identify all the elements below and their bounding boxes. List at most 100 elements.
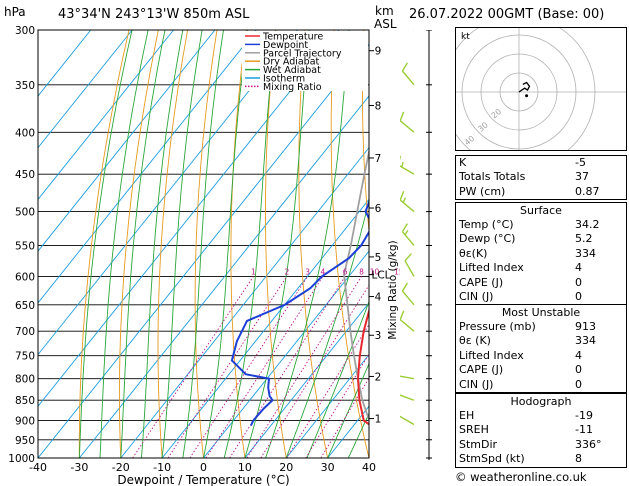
index-label: K [459, 156, 467, 169]
wet-adiabat-line [140, 30, 184, 458]
wet-adiabat-line [99, 30, 149, 458]
hodograph-stat-label: StmSpd (kt) [459, 452, 525, 466]
temperature-tick-label: 10 [238, 461, 252, 474]
height-tick-label: 8 [375, 101, 382, 113]
wind-barb [400, 190, 415, 213]
wet-adiabat-line [78, 30, 133, 458]
legend-background [242, 31, 368, 91]
mixing-ratio-label: 8 [359, 267, 364, 276]
height-tick-label: 9 [375, 46, 382, 58]
storm-motion-marker [525, 94, 529, 98]
index-value: 37 [575, 170, 589, 184]
surface-row: Dewp (°C) 5.2 [456, 232, 626, 246]
surface-row: CAPE (J) 0 [456, 276, 626, 290]
wet-adiabat-line [203, 30, 249, 458]
dry-adiabat-line [118, 30, 159, 458]
pressure-tick-label: 300 [15, 25, 35, 37]
most-unstable-row: Pressure (mb) 913 [456, 320, 626, 334]
hodograph-stat-value: 336° [575, 437, 602, 451]
index-row: K -5 [456, 156, 626, 170]
hodograph-panel: 20 30 40 kt [439, 15, 629, 169]
mixing-ratio-line [246, 276, 362, 458]
x-axis-title: Dewpoint / Temperature (°C) [117, 473, 289, 486]
isotherm-line [38, 43, 369, 458]
most-unstable-label: Lifted Index [459, 348, 524, 362]
wet-adiabat-line [244, 30, 310, 458]
hodograph-stat-row: StmSpd (kt) 8 [456, 452, 626, 466]
surface-row: Lifted Index 4 [456, 261, 626, 275]
hodograph-stat-row: SREH -11 [456, 423, 626, 437]
dry-adiabat-line [330, 30, 369, 458]
dewpoint-line [230, 199, 369, 427]
most-unstable-label: θε (K) [459, 334, 491, 348]
km-label: km [375, 4, 394, 18]
wet-adiabat-line [223, 30, 277, 458]
mixing-ratio-label: 15 [394, 267, 400, 276]
surface-label: Dewp (°C) [459, 232, 516, 246]
index-row: PW (cm) 0.87 [456, 185, 626, 199]
temperature-tick-label: 20 [279, 461, 293, 474]
wind-barb [401, 223, 415, 246]
wind-barb [404, 253, 415, 277]
isotherm-line [120, 146, 369, 458]
most-unstable-value: 913 [575, 320, 596, 333]
most-unstable-row: θε (K) 334 [456, 334, 626, 348]
pressure-tick-label: 350 [15, 80, 35, 92]
skew-t-diagram: 1234681015202530035040045050055060065070… [8, 25, 400, 486]
hodograph-stat-label: SREH [459, 423, 489, 437]
wind-barb [400, 111, 415, 133]
wet-adiabat-line [265, 30, 350, 458]
dry-adiabat-line [194, 30, 218, 458]
temperature-tick-label: 0 [200, 461, 207, 474]
surface-label: Lifted Index [459, 261, 524, 275]
index-label: PW (cm) [459, 184, 506, 198]
temperature-tick-label: -40 [29, 461, 47, 474]
mixing-ratio-line [189, 276, 308, 458]
isotherm-line [38, 30, 257, 304]
hodograph-stat-label: StmDir [459, 437, 498, 451]
hodograph-stats-panel: Hodograph EH -19 SREH -11 StmDir 336° StmSpd (… [455, 393, 627, 468]
surface-row: Temp (°C) 34.2 [456, 218, 626, 232]
surface-row: CIN (J) 0 [456, 290, 626, 304]
surface-value: 0 [575, 275, 582, 289]
copyright-label: © weatheronline.co.uk [455, 470, 587, 484]
surface-label: CIN (J) [459, 289, 494, 303]
isotherm-line [38, 30, 133, 149]
wind-barb [401, 282, 415, 306]
pressure-tick-label: 550 [15, 240, 35, 252]
pressure-tick-label: 750 [15, 351, 35, 363]
most-unstable-label: CAPE (J) [459, 363, 504, 377]
height-tick-label: 2 [375, 371, 382, 383]
surface-label: Temp (°C) [459, 218, 514, 231]
legend-entry: Parcel Trajectory [263, 48, 342, 59]
location-label: 43°34'N 243°13'W 850m ASL [58, 7, 250, 22]
pressure-tick-label: 800 [15, 374, 35, 386]
isotherm-line [285, 353, 369, 458]
pressure-tick-label: 700 [15, 326, 35, 338]
wet-adiabat-line [285, 198, 369, 458]
height-tick-label: 4 [375, 292, 382, 304]
height-tick-label: LCL [371, 270, 390, 282]
plot-area [38, 30, 369, 458]
temperature-tick-label: -10 [153, 461, 171, 474]
mixing-ratio-line [320, 377, 369, 458]
surface-title: Surface [520, 204, 562, 217]
most-unstable-value: 0 [575, 363, 582, 377]
pressure-tick-label: 400 [15, 127, 35, 139]
wind-barb [400, 310, 415, 332]
legend-entry: Temperature [262, 32, 323, 43]
surface-value: 4 [575, 261, 582, 275]
isotherm-line [203, 250, 369, 458]
wind-barb [401, 62, 415, 86]
mixing-ratio-label: 1 [251, 267, 256, 276]
mixing-ratio-line [286, 323, 369, 458]
asl-label: ASL [374, 17, 397, 31]
most-unstable-label: CIN (J) [459, 377, 494, 391]
dry-adiabat-line [230, 30, 247, 458]
height-tick-label: 5 [375, 252, 382, 264]
temperature-line [356, 307, 369, 426]
mixing-ratio-line [229, 276, 346, 458]
mixing-ratio-label: 6 [343, 267, 348, 276]
mixing-ratio-axis-title: Mixing Ratio (g/kg) [387, 240, 399, 339]
most-unstable-row: CAPE (J) 0 [456, 363, 626, 377]
